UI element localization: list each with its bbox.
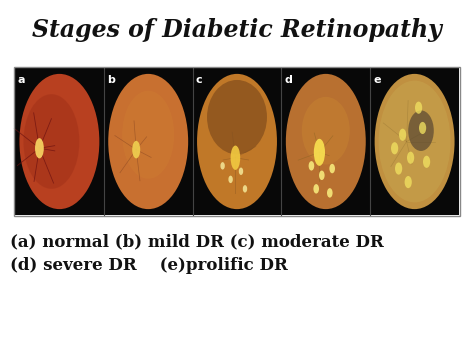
Ellipse shape [302, 97, 350, 164]
Ellipse shape [408, 110, 434, 151]
Ellipse shape [108, 74, 188, 209]
Ellipse shape [395, 163, 402, 175]
Ellipse shape [405, 176, 412, 188]
Text: Stages of Diabetic Retinopathy: Stages of Diabetic Retinopathy [32, 18, 442, 42]
Ellipse shape [132, 141, 140, 158]
Ellipse shape [35, 138, 44, 158]
Ellipse shape [19, 74, 100, 209]
Text: c: c [196, 75, 202, 85]
Bar [370, 68, 459, 215]
Ellipse shape [23, 94, 79, 189]
Bar [15, 68, 104, 215]
Ellipse shape [419, 122, 426, 134]
Text: e: e [373, 75, 381, 85]
Text: (a) normal (b) mild DR (c) moderate DR: (a) normal (b) mild DR (c) moderate DR [10, 234, 384, 251]
Ellipse shape [197, 74, 277, 209]
Ellipse shape [314, 139, 325, 166]
Ellipse shape [239, 168, 243, 175]
Ellipse shape [309, 161, 314, 170]
Ellipse shape [220, 162, 225, 170]
Ellipse shape [286, 74, 366, 209]
Ellipse shape [243, 185, 247, 192]
Text: b: b [107, 75, 115, 85]
Ellipse shape [228, 176, 233, 183]
Ellipse shape [122, 91, 174, 179]
Ellipse shape [329, 164, 335, 173]
Text: a: a [18, 75, 26, 85]
Ellipse shape [415, 102, 422, 114]
Ellipse shape [379, 81, 451, 202]
Ellipse shape [374, 74, 455, 209]
Text: d: d [284, 75, 292, 85]
Ellipse shape [319, 170, 325, 180]
Bar [104, 68, 192, 215]
Ellipse shape [391, 142, 398, 154]
Ellipse shape [423, 156, 430, 168]
Bar [282, 68, 370, 215]
Ellipse shape [313, 184, 319, 193]
Ellipse shape [327, 188, 333, 198]
Ellipse shape [399, 129, 406, 141]
Ellipse shape [407, 152, 414, 164]
Ellipse shape [231, 146, 240, 170]
Text: (d) severe DR    (e)prolific DR: (d) severe DR (e)prolific DR [10, 257, 288, 273]
Bar [192, 68, 282, 215]
Bar [14, 67, 460, 216]
Ellipse shape [207, 80, 267, 154]
